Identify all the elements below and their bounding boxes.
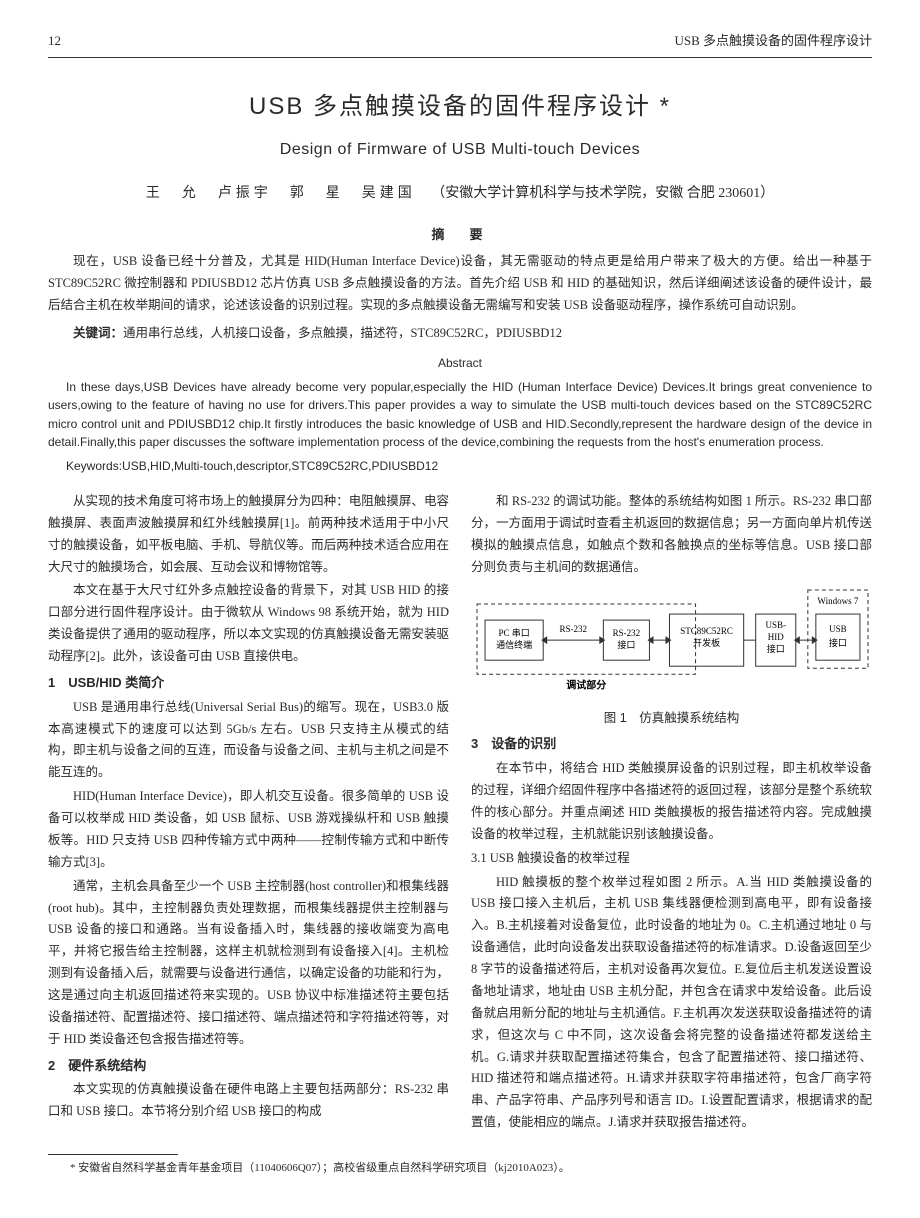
body-para: 本文在基于大尺寸红外多点触控设备的背景下，对其 USB HID 的接口部分进行固…	[48, 580, 449, 668]
footnote: * 安徽省自然科学基金青年基金项目（11040606Q07）；高校省级重点自然科…	[48, 1159, 872, 1178]
body-columns: 从实现的技术角度可将市场上的触摸屏分为四种：电阻触摸屏、电容触摸屏、表面声波触摸…	[48, 491, 872, 1134]
fig-mcu-l2: 开发板	[693, 638, 720, 649]
body-para: 从实现的技术角度可将市场上的触摸屏分为四种：电阻触摸屏、电容触摸屏、表面声波触摸…	[48, 491, 449, 579]
title-english: Design of Firmware of USB Multi-touch De…	[48, 136, 872, 164]
fig-rs-l2: 接口	[617, 640, 635, 651]
section-heading: 1 USB/HID 类简介	[48, 672, 449, 695]
page-number: 12	[48, 30, 61, 53]
title-chinese: USB 多点触摸设备的固件程序设计 *	[48, 86, 872, 128]
fig-win-l2: USB	[829, 624, 847, 634]
section-heading: 2 硬件系统结构	[48, 1055, 449, 1078]
author-line: 王 允 卢振宇 郭 星 吴建国 （安徽大学计算机科学与技术学院，安徽 合肥 23…	[48, 182, 872, 207]
body-para: 通常，主机会具备至少一个 USB 主控制器(host controller)和根…	[48, 876, 449, 1051]
fig-pc-l2: 通信终端	[496, 640, 532, 651]
abstract-label-cn: 摘 要	[48, 224, 872, 247]
fig-hid-l2: HID	[768, 633, 785, 643]
header-title: USB 多点触摸设备的固件程序设计	[674, 30, 872, 53]
fig-win-l1: Windows 7	[817, 596, 858, 606]
keywords-english: Keywords:USB,HID,Multi-touch,descriptor,…	[48, 456, 872, 477]
figure-1: PC 串口 通信终端 RS-232 接口 RS-232 STC89C52RC 开…	[471, 584, 872, 729]
footnote-rule	[48, 1154, 178, 1155]
fig-win-l3: 接口	[829, 638, 847, 649]
subsection-heading: 3.1 USB 触摸设备的枚举过程	[471, 848, 872, 870]
figure-1-caption: 图 1 仿真触摸系统结构	[471, 708, 872, 730]
body-para: HID(Human Interface Device)，即人机交互设备。很多简单…	[48, 786, 449, 874]
body-para: 和 RS-232 的调试功能。整体的系统结构如图 1 所示。RS-232 串口部…	[471, 491, 872, 579]
figure-1-svg: PC 串口 通信终端 RS-232 接口 RS-232 STC89C52RC 开…	[471, 584, 872, 699]
running-header: 12 USB 多点触摸设备的固件程序设计	[48, 30, 872, 58]
fig-pc-l1: PC 串口	[498, 629, 529, 639]
fig-hid-l3: 接口	[767, 644, 785, 655]
abstract-english: In these days,USB Devices have already b…	[48, 378, 872, 452]
abstract-chinese: 现在，USB 设备已经十分普及，尤其是 HID(Human Interface …	[48, 251, 872, 317]
author-names: 王 允 卢振宇 郭 星 吴建国	[146, 186, 416, 201]
fig-group-label: 调试部分	[566, 679, 606, 692]
section-heading: 3 设备的识别	[471, 733, 872, 756]
abstract-label-en: Abstract	[48, 353, 872, 374]
body-para: USB 是通用串行总线(Universal Serial Bus)的缩写。现在，…	[48, 697, 449, 785]
keywords-label-cn: 关键词：	[73, 326, 123, 340]
affiliation: （安徽大学计算机科学与技术学院，安徽 合肥 230601）	[431, 186, 774, 201]
keywords-cn: 通用串行总线，人机接口设备，多点触摸，描述符，STC89C52RC，PDIUSB…	[123, 326, 562, 340]
body-para: 本文实现的仿真触摸设备在硬件电路上主要包括两部分：RS-232 串口和 USB …	[48, 1079, 449, 1123]
body-para: 在本节中，将结合 HID 类触摸屏设备的识别过程，即主机枚举设备的过程，详细介绍…	[471, 758, 872, 846]
fig-rs-l1: RS-232	[613, 629, 641, 639]
fig-hid-l1: USB-	[765, 620, 786, 630]
body-para: HID 触摸板的整个枚举过程如图 2 所示。A.当 HID 类触摸设备的 USB…	[471, 872, 872, 1135]
fig-mcu-l1: STC89C52RC	[680, 626, 733, 636]
fig-edge-label: RS-232	[559, 624, 587, 634]
keywords-line-cn: 关键词：通用串行总线，人机接口设备，多点触摸，描述符，STC89C52RC，PD…	[48, 323, 872, 345]
